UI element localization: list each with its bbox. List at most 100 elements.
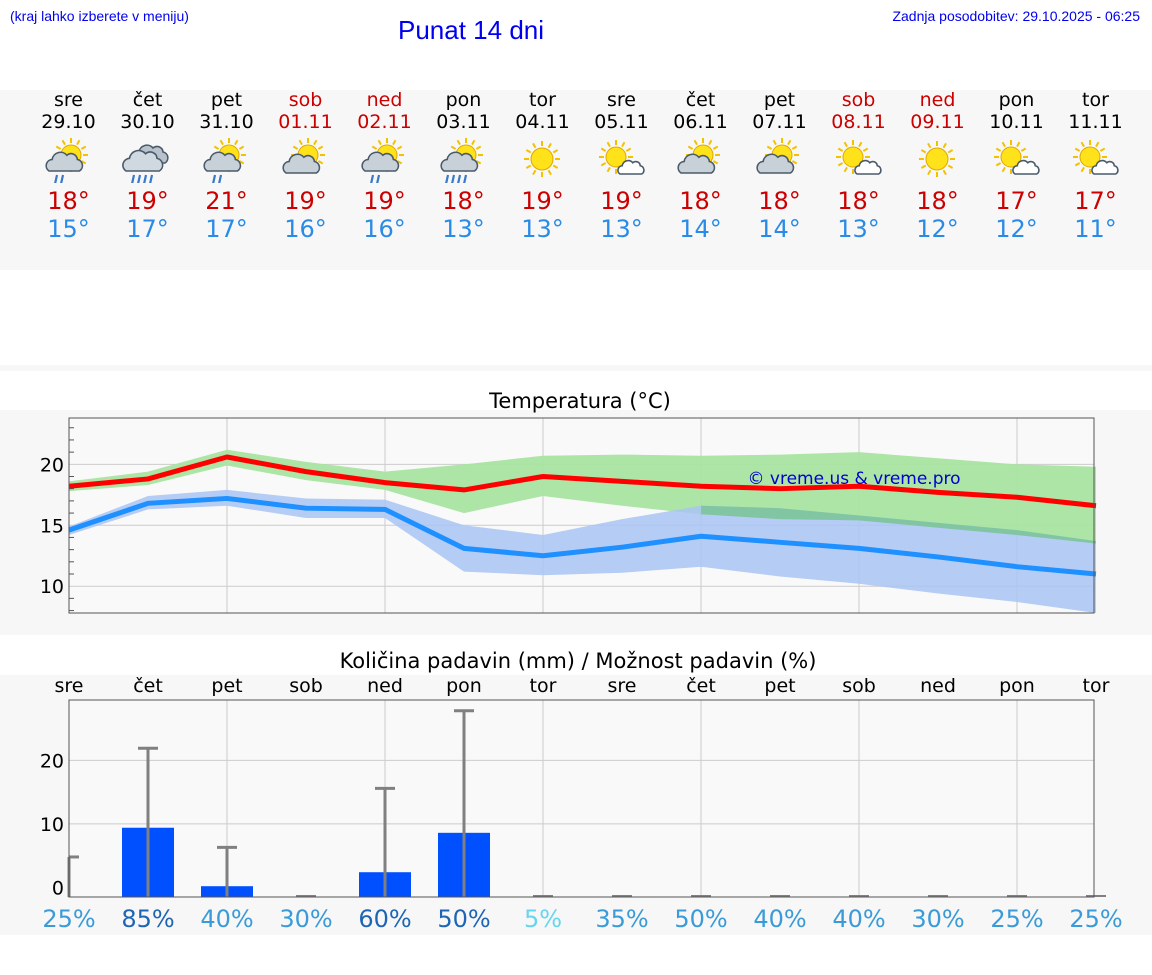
day-date: 08.11: [831, 111, 886, 133]
temp-min: 14°: [679, 215, 722, 243]
precip-probability: 40%: [200, 905, 253, 933]
sun-small-cloud-icon: [993, 140, 1040, 175]
day-date: 06.11: [673, 111, 728, 133]
day-name: tor: [1082, 89, 1109, 111]
overlap-band: [701, 505, 1096, 544]
last-updated: Zadnja posodobitev: 29.10.2025 - 06:25: [892, 8, 1140, 24]
day-label: pon: [446, 675, 482, 697]
sun-small-cloud-icon: [835, 140, 882, 175]
day-label: pon: [999, 675, 1035, 697]
temp-max: 17°: [995, 187, 1038, 215]
day-label: čet: [133, 675, 163, 697]
temp-min: 12°: [995, 215, 1038, 243]
page-title: Punat 14 dni: [398, 15, 545, 45]
day-label: sre: [55, 675, 84, 697]
temp-max: 18°: [442, 187, 485, 215]
precip-probability: 40%: [753, 905, 806, 933]
y-tick-label: 20: [40, 750, 64, 772]
forecast-day: sob 01.11 19° 16°: [266, 89, 345, 243]
sun-icon: [918, 141, 955, 177]
y-tick-label: 0: [52, 877, 64, 899]
day-label: sob: [842, 675, 876, 697]
day-name: sre: [54, 89, 83, 111]
day-name: sre: [607, 89, 636, 111]
precip-probability: 5%: [524, 905, 562, 933]
day-label: pet: [211, 675, 242, 697]
day-date: 02.11: [357, 111, 412, 133]
day-date: 09.11: [910, 111, 965, 133]
temp-max: 19°: [521, 187, 564, 215]
precipitation-plot-area: [69, 700, 1094, 897]
sun-small-cloud-icon: [1072, 140, 1119, 175]
temp-min: 16°: [363, 215, 406, 243]
max-temp-line: [68, 454, 1097, 509]
temp-min: 11°: [1074, 215, 1117, 243]
precipitation-chart: Količina padavin (mm) / Možnost padavin …: [40, 649, 1123, 933]
precip-probability: 30%: [279, 905, 332, 933]
precip-probability: 60%: [358, 905, 411, 933]
partly-cloudy-icon: [676, 138, 720, 174]
temp-max: 18°: [47, 187, 90, 215]
watermark: © vreme.us & vreme.pro: [747, 469, 960, 489]
precip-probability: 50%: [437, 905, 490, 933]
precipitation-chart-title: Količina padavin (mm) / Možnost padavin …: [340, 649, 817, 673]
forecast-day: čet 06.11 18° 14°: [661, 89, 740, 243]
forecast-day: ned 02.11 19° 16°: [345, 89, 424, 243]
precip-probability: 50%: [674, 905, 727, 933]
day-label: sob: [289, 675, 323, 697]
forecast-day: pet 07.11 18° 14°: [740, 89, 819, 243]
temp-max: 18°: [916, 187, 959, 215]
forecast-day: tor 04.11 19° 13°: [503, 89, 582, 243]
temp-max: 19°: [363, 187, 406, 215]
forecast-day: pon 10.11 17° 12°: [977, 89, 1056, 243]
precipitation-plot-frame: [68, 699, 1095, 898]
y-tick-label: 15: [40, 515, 64, 537]
day-name: pon: [445, 89, 482, 111]
forecast-day: sre 29.10 18° 15°: [29, 89, 108, 243]
temp-min: 15°: [47, 215, 90, 243]
partly-cloudy-rain-icon: [202, 138, 246, 183]
day-label: pet: [764, 675, 795, 697]
precip-probability: 35%: [595, 905, 648, 933]
day-label: ned: [367, 675, 403, 697]
day-date: 11.11: [1068, 111, 1123, 133]
partly-cloudy-icon: [755, 138, 799, 174]
temp-min: 17°: [126, 215, 169, 243]
forecast-day: čet 30.10 19° 17°: [108, 89, 187, 243]
day-date: 29.10: [41, 111, 96, 133]
temp-max: 19°: [600, 187, 643, 215]
temp-min: 17°: [205, 215, 248, 243]
day-name: tor: [529, 89, 556, 111]
y-tick-label: 10: [40, 576, 64, 598]
location-hint: (kraj lahko izberete v meniju): [10, 8, 189, 24]
temperature-chart-title: Temperatura (°C): [488, 389, 671, 413]
day-label: čet: [686, 675, 716, 697]
forecast-day: tor 11.11 17° 11°: [1056, 89, 1135, 243]
forecast-day: pet 31.10 21° 17°: [187, 89, 266, 243]
temp-min: 13°: [442, 215, 485, 243]
sun-icon: [523, 141, 560, 177]
forecast-day: pon 03.11 18° 13°: [424, 89, 503, 243]
day-date: 30.10: [120, 111, 175, 133]
divider: [0, 365, 1152, 371]
day-name: pon: [998, 89, 1035, 111]
cloudy-rain-icon: [121, 144, 169, 183]
temp-max: 21°: [205, 187, 248, 215]
day-date: 04.11: [515, 111, 570, 133]
precip-probability: 85%: [121, 905, 174, 933]
y-tick-label: 20: [40, 454, 64, 476]
partly-cloudy-rain-icon: [44, 138, 88, 183]
temp-max: 18°: [837, 187, 880, 215]
day-date: 03.11: [436, 111, 491, 133]
day-name: pet: [763, 89, 796, 111]
temp-min: 14°: [758, 215, 801, 243]
day-name: čet: [685, 89, 716, 111]
day-name: čet: [132, 89, 163, 111]
partly-cloudy-rain-icon: [360, 138, 404, 183]
forecast-strip: [0, 90, 1152, 270]
day-date: 31.10: [199, 111, 254, 133]
temp-max: 18°: [679, 187, 722, 215]
temp-min: 12°: [916, 215, 959, 243]
temperature-chart: Temperatura (°C) 10 15 20 © vreme.us & vre…: [40, 389, 1097, 614]
day-date: 07.11: [752, 111, 807, 133]
